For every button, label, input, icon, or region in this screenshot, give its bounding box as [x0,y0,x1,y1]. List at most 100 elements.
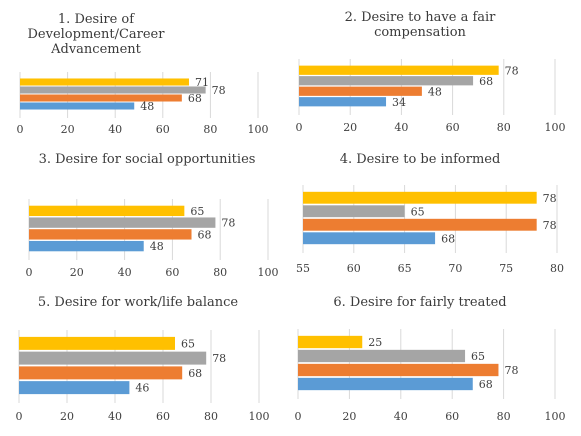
x-tick-label: 80 [497,410,511,423]
x-tick-label: 60 [347,262,361,275]
data-label: 46 [135,382,149,395]
x-tick-label: 70 [448,262,462,275]
bar-orange [19,366,183,380]
x-tick-label: 100 [545,121,566,134]
x-tick-label: 60 [445,410,459,423]
bar-orange [20,94,182,102]
data-label: 65 [411,205,425,218]
bar-gray [19,351,207,365]
x-tick-label: 100 [248,123,269,136]
x-tick-label: 55 [296,262,310,275]
x-tick-label: 40 [394,121,408,134]
chart-title-line: Development/Career [28,27,166,42]
bar-gray [298,349,466,363]
data-label: 78 [543,219,557,232]
data-label: 78 [505,64,519,77]
bar-blue [303,232,436,245]
chart-title: 2. Desire to have a fair compensation [345,10,497,40]
data-label: 48 [428,85,442,98]
chart-4: 4. Desire to be informed 78 65 78 68 55 60 65 70… [296,152,564,275]
chart-title-line: 3. Desire for social opportunities [39,152,256,167]
chart-title-line: Advancement [50,42,142,57]
x-tick-label: 0 [296,121,303,134]
data-label: 48 [150,240,164,253]
bar-yellow [299,65,499,75]
x-tick-label: 80 [204,410,218,423]
x-tick-label: 100 [258,266,279,279]
bar-yellow [29,205,185,217]
bar-blue [299,97,387,107]
x-tick-label: 20 [70,266,84,279]
x-tick-label: 80 [497,121,511,134]
x-tick-label: 0 [16,410,23,423]
chart-3: 3. Desire for social opportunities 65 78 68… [26,152,279,279]
data-label: 78 [543,192,557,205]
x-tick-label: 20 [342,410,356,423]
x-tick-label: 60 [446,121,460,134]
bar-yellow [298,335,363,349]
x-tick-label: 20 [343,121,357,134]
chart-title-line: 1. Desire of [58,12,135,27]
chart-title: 6. Desire for fairly treated [333,295,506,310]
bar-yellow [19,336,175,350]
x-tick-label: 65 [398,262,412,275]
chart-title-line: 6. Desire for fairly treated [333,295,506,310]
bar-orange [299,86,422,96]
bar-gray [299,76,474,86]
data-label: 68 [198,228,212,241]
x-tick-label: 20 [61,123,75,136]
bar-orange [298,363,499,377]
data-label: 68 [188,92,202,105]
chart-title-line: 2. Desire to have a fair [345,10,497,25]
x-tick-label: 40 [108,410,122,423]
chart-title-line: 4. Desire to be informed [340,152,501,167]
data-label: 78 [504,364,518,377]
x-tick-label: 20 [60,410,74,423]
bar-blue [29,240,144,252]
data-label: 68 [479,378,493,391]
bar-blue [20,102,135,110]
x-tick-label: 0 [295,410,302,423]
data-label: 78 [212,84,226,97]
x-tick-label: 75 [499,262,513,275]
bar-blue [19,381,130,395]
bar-orange [29,229,192,240]
x-tick-label: 40 [108,123,122,136]
chart-title: 3. Desire for social opportunities [39,152,256,167]
data-label: 34 [392,96,406,109]
data-label: 68 [441,232,455,245]
x-tick-label: 60 [156,410,170,423]
x-tick-label: 60 [165,266,179,279]
x-tick-label: 80 [550,262,564,275]
x-tick-label: 80 [213,266,227,279]
bar-yellow [303,191,537,204]
bar-gray [29,217,216,228]
data-label: 65 [190,205,204,218]
data-label: 71 [195,76,209,89]
data-label: 25 [368,336,382,349]
chart-title-line: compensation [374,25,466,40]
bar-gray [303,205,405,218]
data-label: 78 [212,352,226,365]
chart-title: 5. Desire for work/life balance [38,295,239,310]
chart-2: 2. Desire to have a fair compensation 78 68… [296,10,566,134]
chart-title: 1. Desire of Development/Career Advancemen… [28,12,166,57]
chart-6: 6. Desire for fairly treated 25 65 78 68 0 20 4… [295,295,566,423]
x-tick-label: 0 [17,123,24,136]
bar-blue [298,377,473,391]
data-label: 65 [181,337,195,350]
chart-title: 4. Desire to be informed [340,152,501,167]
data-label: 68 [188,367,202,380]
x-tick-label: 40 [118,266,132,279]
x-tick-label: 0 [26,266,33,279]
data-label: 68 [479,75,493,88]
data-label: 48 [140,100,154,113]
chart-title-line: 5. Desire for work/life balance [38,295,239,310]
bar-orange [303,218,537,231]
bar-gray [20,86,206,94]
chart-1: 1. Desire of Development/Career Advancemen… [17,12,269,136]
x-tick-label: 100 [249,410,270,423]
x-tick-label: 40 [394,410,408,423]
data-label: 65 [471,350,485,363]
